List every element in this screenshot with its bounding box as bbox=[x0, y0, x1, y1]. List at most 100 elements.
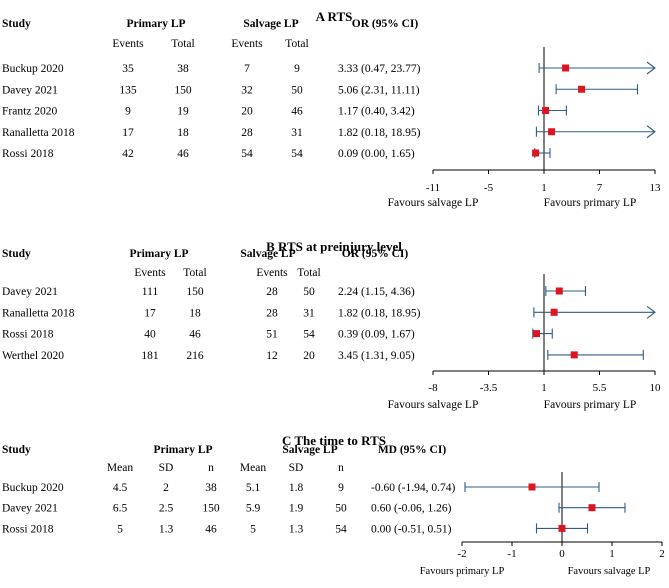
table-cell: 28 bbox=[266, 286, 278, 298]
study-name: Rossi 2018 bbox=[2, 523, 54, 535]
study-name: Davey 2021 bbox=[2, 286, 58, 298]
table-cell: 111 bbox=[142, 286, 159, 298]
table-cell: 9 bbox=[294, 63, 300, 75]
table-cell: 20 bbox=[303, 350, 315, 362]
table-cell: 51 bbox=[266, 329, 278, 341]
study-name: Rossi 2018 bbox=[2, 329, 54, 341]
effect-estimate-text: 0.39 (0.09, 1.67) bbox=[338, 329, 415, 341]
table-cell: 46 bbox=[189, 329, 201, 341]
x-tick-label: 10 bbox=[650, 382, 662, 394]
column-subheader: Total bbox=[297, 267, 320, 279]
column-header-study: Study bbox=[2, 18, 31, 30]
table-cell: 31 bbox=[303, 307, 315, 319]
effect-estimate-text: 1.82 (0.18, 18.95) bbox=[338, 127, 421, 139]
column-header-group1: Primary LP bbox=[153, 444, 212, 456]
study-name: Davey 2021 bbox=[2, 503, 58, 515]
column-subheader: n bbox=[208, 462, 214, 474]
point-estimate-marker bbox=[555, 287, 563, 295]
column-header-effect: MD (95% CI) bbox=[378, 444, 447, 456]
table-cell: 4.5 bbox=[113, 482, 128, 494]
table-cell: 46 bbox=[291, 106, 303, 118]
column-header-group2: Salvage LP bbox=[282, 444, 337, 456]
x-tick-label: 13 bbox=[650, 182, 662, 194]
column-subheader: Mean bbox=[107, 462, 133, 474]
table-cell: 54 bbox=[335, 523, 347, 535]
x-tick-label: 0 bbox=[559, 548, 565, 560]
x-tick-label: 1 bbox=[609, 548, 615, 560]
ci-arrow bbox=[646, 61, 656, 75]
table-cell: 32 bbox=[241, 84, 253, 96]
table-cell: 5.9 bbox=[246, 503, 261, 515]
column-subheader: Total bbox=[285, 38, 308, 50]
point-estimate-marker bbox=[532, 149, 540, 157]
point-estimate-marker bbox=[528, 483, 536, 491]
table-cell: 6.5 bbox=[113, 503, 128, 515]
table-cell: 7 bbox=[244, 63, 250, 75]
table-cell: 31 bbox=[291, 127, 303, 139]
point-estimate-marker bbox=[562, 64, 570, 72]
study-name: Davey 2021 bbox=[2, 84, 58, 96]
table-cell: 38 bbox=[177, 63, 189, 75]
study-name: Rossi 2018 bbox=[2, 148, 54, 160]
ci-arrow bbox=[646, 305, 656, 319]
x-tick-label: -11 bbox=[426, 182, 440, 194]
panel-title: B RTS at preinjury level bbox=[266, 239, 402, 254]
table-cell: 54 bbox=[241, 148, 253, 160]
table-cell: 40 bbox=[144, 329, 156, 341]
x-tick-label: -8 bbox=[428, 382, 438, 394]
x-tick-label: 5.5 bbox=[593, 382, 607, 394]
table-cell: 2.5 bbox=[159, 503, 174, 515]
effect-estimate-text: 2.24 (1.15, 4.36) bbox=[338, 286, 415, 298]
table-cell: 9 bbox=[338, 482, 344, 494]
table-cell: 54 bbox=[303, 329, 315, 341]
table-cell: 9 bbox=[125, 106, 131, 118]
study-name: Buckup 2020 bbox=[2, 63, 64, 75]
table-cell: 1.3 bbox=[159, 523, 174, 535]
table-cell: 5 bbox=[250, 523, 256, 535]
table-cell: 17 bbox=[144, 307, 156, 319]
effect-estimate-text: 0.09 (0.00, 1.65) bbox=[338, 148, 415, 160]
favours-right-label: Favours primary LP bbox=[544, 399, 637, 411]
table-cell: 1.8 bbox=[289, 482, 304, 494]
table-cell: 50 bbox=[291, 84, 303, 96]
table-cell: 54 bbox=[291, 148, 303, 160]
point-estimate-marker bbox=[588, 504, 596, 512]
column-subheader: Events bbox=[112, 38, 144, 50]
table-cell: 35 bbox=[122, 63, 134, 75]
study-name: Werthel 2020 bbox=[2, 350, 64, 362]
table-cell: 5 bbox=[117, 523, 123, 535]
study-name: Ranalletta 2018 bbox=[2, 307, 75, 319]
x-tick-label: -3.5 bbox=[480, 382, 498, 394]
table-cell: 18 bbox=[177, 127, 189, 139]
column-subheader: n bbox=[338, 462, 344, 474]
point-estimate-marker bbox=[578, 85, 586, 93]
effect-estimate-text: 1.82 (0.18, 18.95) bbox=[338, 307, 421, 319]
column-header-effect: OR (95% CI) bbox=[342, 248, 409, 260]
table-cell: 28 bbox=[266, 307, 278, 319]
table-cell: 18 bbox=[189, 307, 201, 319]
table-cell: 50 bbox=[303, 286, 315, 298]
study-name: Buckup 2020 bbox=[2, 482, 64, 494]
column-header-group1: Primary LP bbox=[126, 18, 185, 30]
effect-estimate-text: 0.60 (-0.06, 1.26) bbox=[371, 503, 452, 515]
table-cell: 1.3 bbox=[289, 523, 304, 535]
effect-estimate-text: 5.06 (2.31, 11.11) bbox=[338, 84, 420, 96]
favours-right-label: Favours primary LP bbox=[544, 197, 637, 209]
table-cell: 150 bbox=[186, 286, 204, 298]
column-header-group2: Salvage LP bbox=[240, 248, 295, 260]
x-tick-label: -5 bbox=[484, 182, 494, 194]
table-cell: 46 bbox=[177, 148, 189, 160]
column-header-study: Study bbox=[2, 444, 31, 456]
table-cell: 216 bbox=[186, 350, 204, 362]
x-tick-label: 1 bbox=[541, 382, 547, 394]
table-cell: 135 bbox=[119, 84, 137, 96]
column-header-group2: Salvage LP bbox=[243, 18, 298, 30]
point-estimate-marker bbox=[532, 330, 540, 338]
x-tick-label: 7 bbox=[597, 182, 603, 194]
point-estimate-marker bbox=[550, 308, 558, 316]
point-estimate-marker bbox=[548, 128, 556, 136]
effect-estimate-text: -0.60 (-1.94, 0.74) bbox=[371, 482, 455, 494]
table-cell: 5.1 bbox=[246, 482, 261, 494]
favours-left-label: Favours salvage LP bbox=[388, 399, 479, 411]
panel-title: C The time to RTS bbox=[282, 433, 386, 448]
